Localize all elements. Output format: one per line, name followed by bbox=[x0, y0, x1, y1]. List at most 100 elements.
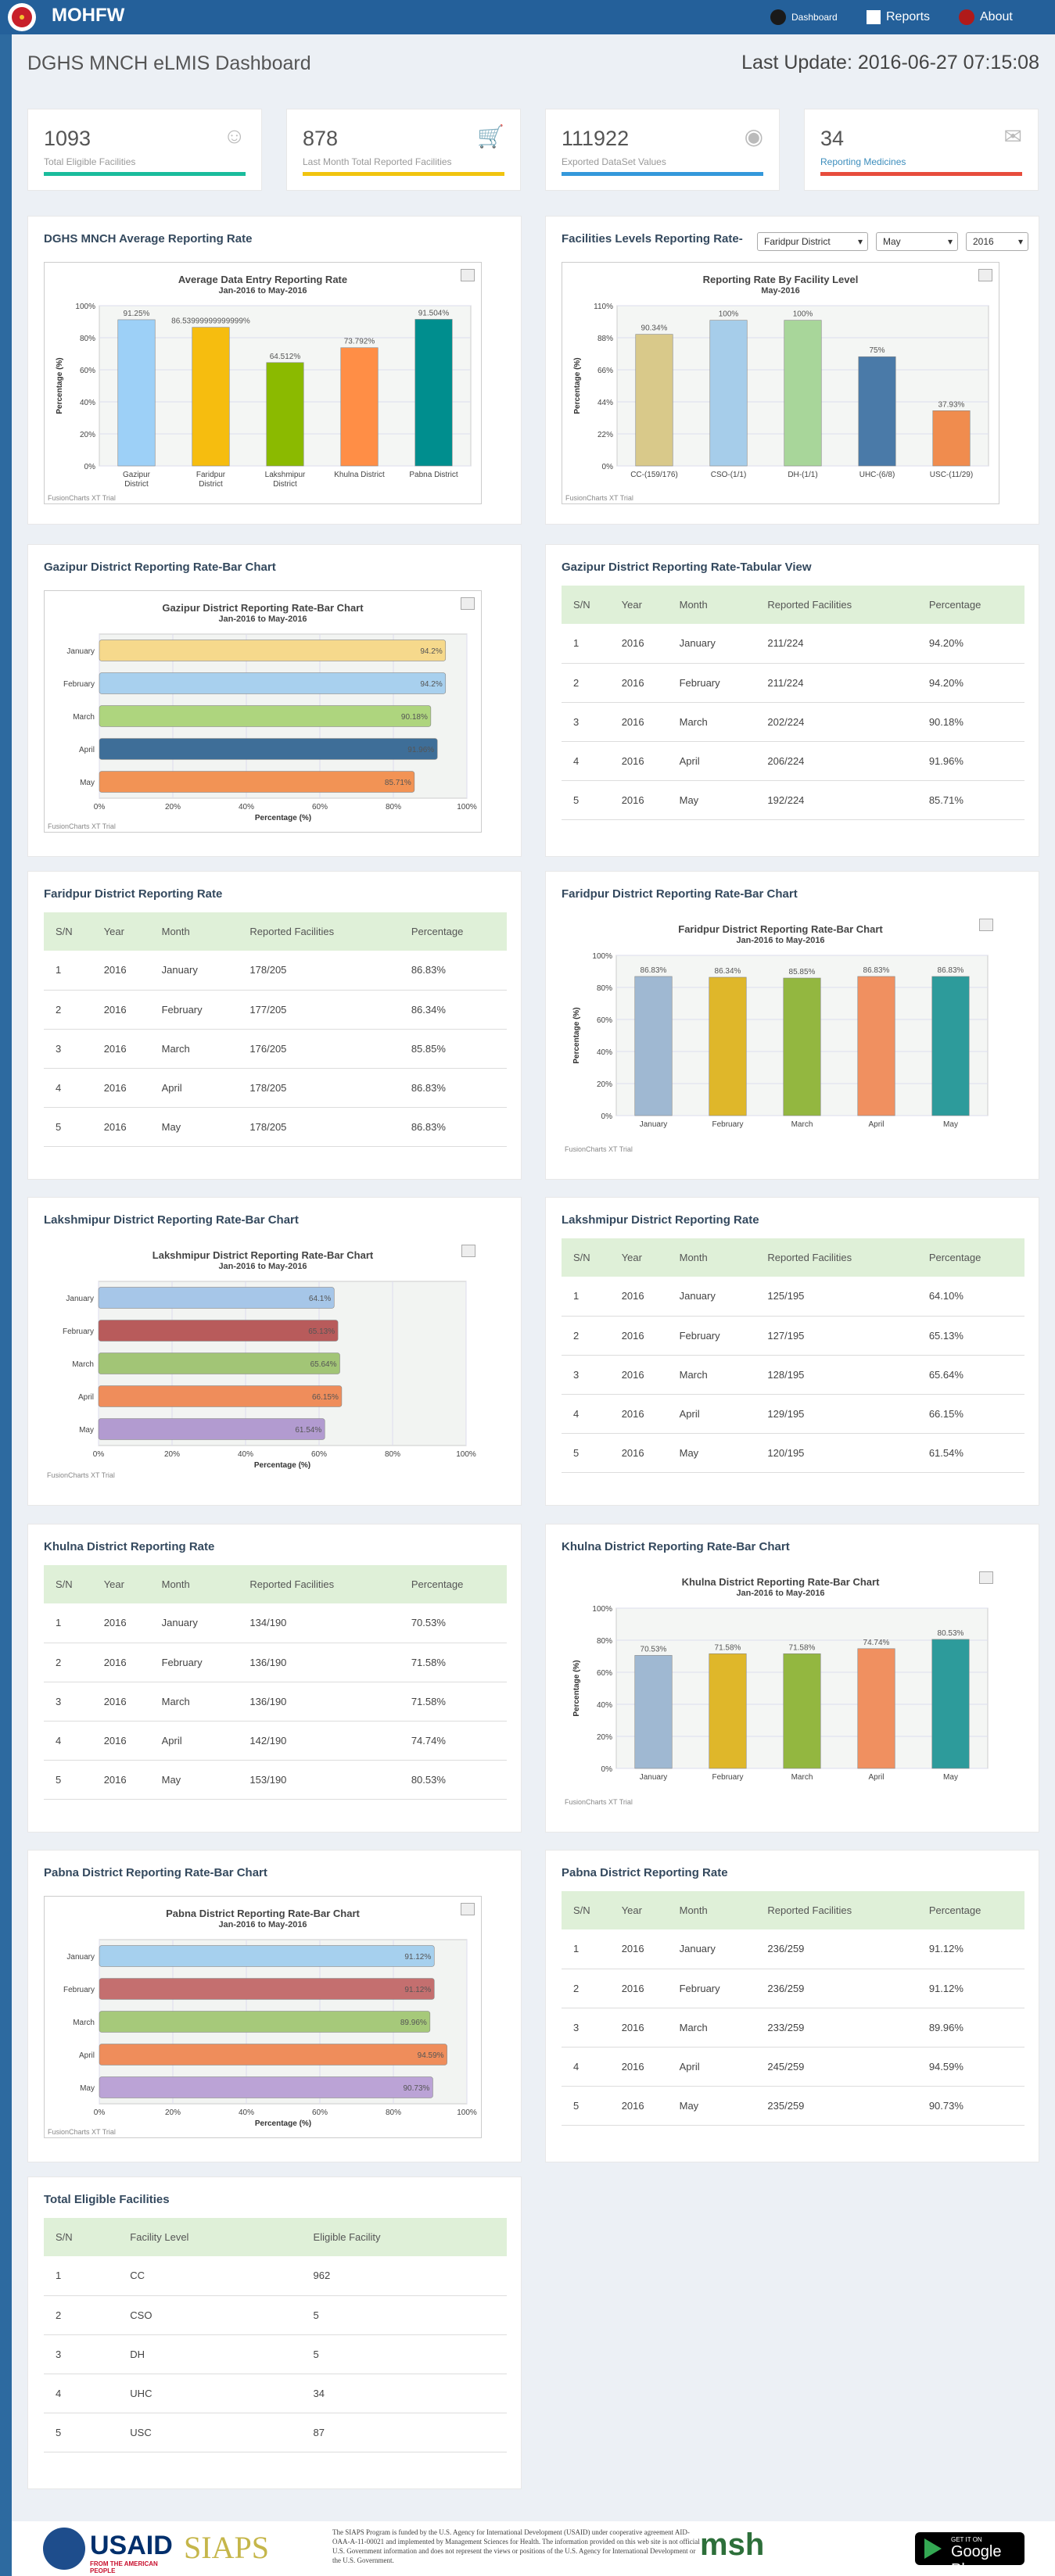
bar bbox=[99, 2011, 431, 2033]
table-cell: 87 bbox=[301, 2413, 507, 2452]
table-row: 3 2016 March 128/195 65.64% bbox=[562, 1355, 1024, 1395]
column-header: Percentage bbox=[399, 1565, 507, 1603]
table-cell: 211/224 bbox=[755, 663, 917, 703]
bar bbox=[98, 1418, 325, 1440]
table-cell: 236/259 bbox=[755, 1969, 917, 2008]
stat-label: Last Month Total Reported Facilities bbox=[303, 156, 452, 167]
nav-about[interactable]: About bbox=[959, 0, 1013, 34]
table-cell: 4 bbox=[562, 1394, 610, 1434]
export-chart-icon[interactable] bbox=[461, 1245, 475, 1257]
bar bbox=[117, 319, 156, 467]
month-select[interactable]: May bbox=[876, 232, 958, 251]
table-row: 2 2016 February 211/224 94.20% bbox=[562, 663, 1024, 703]
data-label: 65.13% bbox=[308, 1327, 335, 1336]
x-tick-label: May bbox=[943, 1773, 958, 1782]
x-tick-label: 20% bbox=[165, 803, 181, 811]
table-row: 2 CSO 5 bbox=[44, 2295, 507, 2335]
bar bbox=[932, 410, 971, 467]
table-cell: 2016 bbox=[609, 1394, 668, 1434]
x-tick-label: 20% bbox=[165, 2108, 181, 2117]
table-cell: 128/195 bbox=[755, 1355, 917, 1395]
x-tick-label: 0% bbox=[94, 2108, 106, 2117]
y-tick-label: April bbox=[78, 1393, 94, 1402]
column-header: Year bbox=[609, 1891, 668, 1929]
nav-reports[interactable]: Reports bbox=[867, 0, 930, 34]
table-cell: 2016 bbox=[609, 2047, 668, 2087]
table-cell: March bbox=[667, 702, 756, 742]
table-cell: 2016 bbox=[92, 1603, 150, 1643]
district-select[interactable]: Faridpur District bbox=[757, 232, 868, 251]
export-chart-icon[interactable] bbox=[979, 919, 993, 931]
table-cell: February bbox=[667, 663, 756, 703]
export-chart-icon[interactable] bbox=[978, 269, 992, 281]
data-label: 91.96% bbox=[407, 746, 434, 754]
y-tick-label: 40% bbox=[597, 1048, 612, 1057]
table-row: 4 2016 April 206/224 91.96% bbox=[562, 741, 1024, 781]
x-tick-label: 60% bbox=[312, 803, 328, 811]
brand-title[interactable]: MOHFW bbox=[52, 5, 125, 26]
table-cell: 206/224 bbox=[755, 741, 917, 781]
data-label: 71.58% bbox=[715, 1643, 741, 1652]
table-cell: 2016 bbox=[609, 1433, 668, 1473]
table-cell: 2016 bbox=[92, 1107, 150, 1147]
panel-pabna-bar: Pabna District Reporting Rate-Bar Chart … bbox=[27, 1850, 522, 2162]
chart-title: Lakshmipur District Reporting Rate-Bar C… bbox=[152, 1249, 374, 1261]
x-axis-label: Percentage (%) bbox=[255, 814, 311, 822]
table-row: 5 2016 May 178/205 86.83% bbox=[44, 1107, 507, 1147]
page-header: DGHS MNCH eLMIS Dashboard Last Update: 2… bbox=[12, 34, 1055, 89]
table-cell: 178/205 bbox=[238, 951, 400, 991]
x-tick-label: February bbox=[712, 1773, 743, 1782]
table-cell: 2 bbox=[562, 1316, 610, 1356]
data-label: 64.1% bbox=[309, 1295, 331, 1303]
table-cell: 86.83% bbox=[399, 1068, 507, 1108]
table-cell: 2016 bbox=[609, 780, 668, 820]
table-cell: 86.34% bbox=[399, 990, 507, 1030]
table-row: 2 2016 February 127/195 65.13% bbox=[562, 1316, 1024, 1356]
y-tick-label: 110% bbox=[594, 303, 613, 311]
column-header: Reported Facilities bbox=[238, 912, 400, 951]
y-tick-label: 40% bbox=[597, 1701, 612, 1710]
table-cell: January bbox=[667, 1929, 756, 1969]
bar bbox=[99, 2044, 447, 2065]
y-tick-label: April bbox=[79, 2051, 95, 2060]
table-cell: 71.58% bbox=[399, 1643, 507, 1682]
panel-title: Facilities Levels Reporting Rate- bbox=[562, 232, 743, 245]
x-tick-label: January bbox=[640, 1773, 668, 1782]
export-chart-icon[interactable] bbox=[461, 597, 475, 610]
y-tick-label: 88% bbox=[597, 335, 613, 343]
panel-khulna-table: Khulna District Reporting Rate S/N Year Mo… bbox=[27, 1524, 522, 1833]
table-cell: 94.20% bbox=[917, 663, 1024, 703]
table-cell: May bbox=[667, 1433, 756, 1473]
data-label: 80.53% bbox=[938, 1629, 964, 1638]
export-chart-icon[interactable] bbox=[461, 269, 475, 281]
y-tick-label: May bbox=[79, 1426, 94, 1435]
google-play-button[interactable]: GET IT ON Google Play bbox=[915, 2532, 1024, 2576]
panel-title: Gazipur District Reporting Rate-Bar Char… bbox=[44, 561, 276, 574]
trial-label: FusionCharts XT Trial bbox=[565, 1798, 633, 1806]
year-select[interactable]: 2016 bbox=[966, 232, 1028, 251]
table-cell: 3 bbox=[44, 1029, 92, 1069]
govt-logo[interactable] bbox=[8, 3, 36, 31]
bar bbox=[709, 976, 747, 1116]
reports-icon bbox=[867, 10, 881, 24]
data-label: 64.512% bbox=[270, 353, 301, 361]
table-header-row: S/N Year Month Reported Facilities Percentag… bbox=[562, 1891, 1024, 1929]
data-label: 90.73% bbox=[404, 2084, 430, 2093]
x-tick-label: Faridpur bbox=[196, 471, 226, 479]
nav-dashboard[interactable]: Dashboard bbox=[770, 0, 838, 34]
table-cell: May bbox=[149, 1107, 239, 1147]
stat-bar bbox=[562, 172, 763, 176]
table-cell: 1 bbox=[44, 2256, 119, 2296]
export-chart-icon[interactable] bbox=[461, 1903, 475, 1915]
eye-icon: ◉ bbox=[744, 124, 763, 149]
table-cell: 2016 bbox=[92, 990, 150, 1030]
table-cell: 2016 bbox=[92, 1029, 150, 1069]
chart-subtitle: Jan-2016 to May-2016 bbox=[218, 286, 307, 296]
table-row: 3 DH 5 bbox=[44, 2334, 507, 2374]
stat-label: Total Eligible Facilities bbox=[44, 156, 136, 167]
top-navbar: MOHFW Dashboard Reports About bbox=[0, 0, 1055, 34]
export-chart-icon[interactable] bbox=[979, 1571, 993, 1584]
data-label: 61.54% bbox=[295, 1426, 321, 1435]
chart-title: Khulna District Reporting Rate-Bar Chart bbox=[681, 1576, 880, 1588]
y-tick-label: 60% bbox=[597, 1669, 612, 1678]
